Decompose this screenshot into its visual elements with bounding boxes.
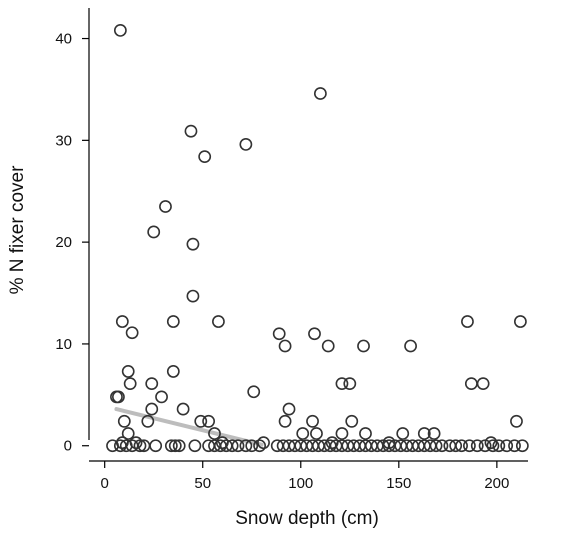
- data-point: [508, 439, 521, 453]
- points: [106, 23, 529, 453]
- data-point: [186, 237, 200, 251]
- trend-layer: [114, 407, 264, 447]
- data-point: [115, 315, 129, 328]
- x-tick-label: 200: [484, 475, 509, 492]
- data-point: [159, 200, 172, 213]
- data-point: [470, 439, 484, 453]
- data-point: [455, 439, 468, 453]
- data-point: [194, 414, 208, 428]
- data-point: [435, 439, 449, 453]
- data-point: [321, 339, 335, 353]
- data-point: [239, 439, 253, 453]
- data-point: [404, 339, 417, 353]
- data-point: [184, 124, 198, 138]
- data-point: [296, 427, 310, 440]
- data-point: [513, 315, 527, 328]
- data-point: [492, 439, 506, 453]
- data-point: [117, 414, 131, 428]
- data-point: [313, 87, 327, 100]
- data-point: [257, 436, 270, 450]
- data-point: [149, 439, 163, 453]
- x-tick-label: 50: [194, 475, 211, 492]
- data-point: [272, 327, 286, 341]
- data-point: [396, 427, 410, 440]
- data-point: [463, 439, 476, 453]
- data-point: [510, 414, 523, 428]
- data-point: [486, 439, 500, 453]
- data-point: [147, 225, 161, 239]
- data-point: [484, 436, 498, 450]
- data-point: [427, 427, 441, 440]
- data-point: [359, 427, 372, 440]
- data-point: [164, 439, 178, 453]
- data-point: [500, 439, 514, 453]
- data-point: [345, 414, 359, 428]
- data-point: [176, 402, 190, 416]
- data-point: [239, 138, 253, 151]
- data-point: [121, 427, 135, 440]
- data-point: [476, 377, 490, 391]
- axes: [88, 8, 528, 462]
- data-point: [429, 439, 443, 453]
- x-tick-label: 100: [288, 475, 313, 492]
- y-tick-label: 30: [55, 132, 72, 149]
- x-axis-title: Snow depth (cm): [235, 508, 379, 529]
- data-point: [188, 439, 202, 453]
- data-point: [417, 427, 431, 440]
- data-point: [231, 439, 245, 453]
- data-point: [141, 414, 155, 428]
- data-point: [278, 414, 292, 428]
- y-tick-label: 40: [55, 31, 72, 48]
- data-point: [123, 377, 137, 391]
- data-point: [172, 439, 186, 453]
- x-tick-label: 0: [101, 475, 109, 492]
- data-point: [113, 23, 127, 37]
- data-point: [166, 315, 180, 328]
- data-point: [208, 427, 221, 440]
- data-point: [515, 439, 529, 453]
- data-point: [464, 377, 478, 391]
- data-point: [478, 439, 492, 453]
- y-axis-title: % N fixer cover: [7, 165, 28, 294]
- data-point: [245, 439, 259, 453]
- data-point: [357, 339, 370, 353]
- y-tick-label: 10: [55, 336, 72, 353]
- data-point: [121, 365, 135, 378]
- data-point: [133, 439, 147, 453]
- data-point: [306, 414, 319, 428]
- data-point: [225, 439, 239, 453]
- data-point: [145, 402, 159, 416]
- data-point: [106, 439, 119, 453]
- data-point: [202, 414, 216, 428]
- data-point: [308, 327, 321, 341]
- y-tick-label: 0: [64, 438, 72, 455]
- data-point: [253, 439, 266, 453]
- data-point: [449, 439, 463, 453]
- data-point: [343, 377, 357, 391]
- data-point: [166, 365, 180, 378]
- data-point: [186, 289, 200, 303]
- ticks: 0 50 100 150 200 0 10 20 30 40: [55, 31, 509, 492]
- data-point: [310, 427, 323, 440]
- data-point: [155, 390, 168, 404]
- data-point: [198, 150, 212, 164]
- data-point: [247, 385, 261, 399]
- x-tick-label: 150: [386, 475, 411, 492]
- trend-line: [114, 407, 264, 447]
- data-point: [145, 377, 159, 391]
- data-point: [335, 377, 349, 391]
- data-point: [168, 439, 182, 453]
- data-point: [212, 315, 225, 328]
- y-tick-label: 20: [55, 234, 72, 251]
- data-point: [119, 439, 133, 453]
- data-point: [278, 339, 292, 353]
- data-point: [125, 326, 139, 340]
- data-point: [282, 402, 296, 416]
- data-point: [335, 427, 349, 440]
- data-point: [112, 390, 125, 404]
- data-point: [461, 315, 474, 328]
